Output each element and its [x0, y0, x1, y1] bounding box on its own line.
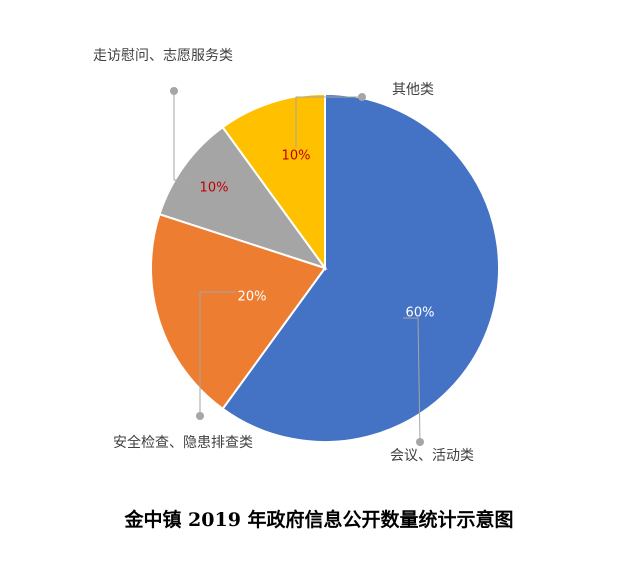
- pie-slice-1: [221, 92, 500, 443]
- leader-line-1: [403, 317, 421, 443]
- leader-dot-4: [358, 93, 366, 101]
- leader-line-4: [295, 96, 362, 148]
- percentage-label-3: 10%: [200, 181, 229, 196]
- pie-slices: [150, 92, 500, 443]
- percentage-labels: 60% 20% 10% 10%: [200, 149, 435, 321]
- category-label-3: 走访慰问、志愿服务类: [93, 47, 233, 64]
- category-label-4: 其他类: [392, 82, 434, 98]
- percentage-label-2: 20%: [238, 290, 267, 305]
- leader-dot-2: [196, 412, 204, 420]
- leader-line-3: [173, 91, 196, 181]
- leader-lines: [170, 87, 424, 446]
- pie-slice-3: [158, 125, 328, 270]
- category-label-1: 会议、活动类: [390, 448, 474, 464]
- leader-dot-1: [416, 438, 424, 446]
- leader-line-2: [199, 291, 236, 416]
- chart-title: 金中镇 2019 年政府信息公开数量统计示意图: [123, 508, 513, 531]
- percentage-label-1: 60%: [406, 306, 435, 321]
- leader-dot-3: [170, 87, 178, 95]
- percentage-label-4: 10%: [282, 149, 311, 164]
- pie-slice-4: [221, 92, 326, 272]
- category-label-2: 安全检查、隐患排查类: [113, 434, 253, 451]
- pie-slice-2: [150, 212, 327, 411]
